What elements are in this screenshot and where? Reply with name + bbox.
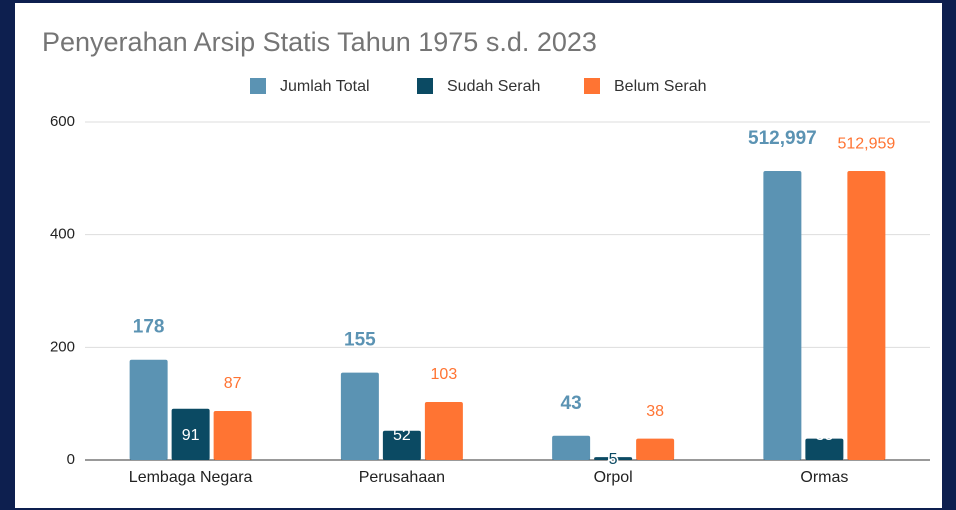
bar — [552, 435, 591, 460]
legend-swatch — [417, 78, 433, 94]
data-label: 512,959 — [837, 135, 895, 152]
x-tick-label: Orpol — [594, 469, 633, 486]
data-label: 155 — [344, 330, 376, 351]
bar — [340, 372, 379, 460]
x-tick-label: Lembaga Negara — [129, 469, 253, 486]
y-tick-label: 0 — [67, 451, 75, 468]
legend-label: Jumlah Total — [280, 78, 370, 95]
bar — [382, 430, 421, 460]
legend-swatch — [584, 78, 600, 94]
legend-label: Belum Serah — [614, 78, 707, 95]
legend-swatch — [250, 78, 266, 94]
bar — [594, 457, 633, 460]
data-label: 91 — [182, 427, 200, 444]
data-label: 512,997 — [748, 128, 817, 149]
bar — [847, 171, 886, 461]
bar — [424, 401, 463, 460]
data-label: 43 — [561, 393, 582, 414]
data-label: 38 — [815, 427, 833, 444]
bar — [805, 438, 844, 460]
y-tick-label: 600 — [50, 113, 75, 130]
bar — [636, 438, 675, 460]
y-tick-label: 400 — [50, 226, 75, 243]
data-label: 5 — [609, 451, 618, 468]
data-label: 38 — [646, 403, 664, 420]
data-label: 103 — [431, 366, 458, 383]
y-tick-label: 200 — [50, 338, 75, 355]
bar — [129, 359, 168, 460]
data-label: 87 — [224, 375, 242, 392]
chart-title: Penyerahan Arsip Statis Tahun 1975 s.d. … — [42, 27, 597, 57]
bar — [763, 171, 802, 460]
bar — [213, 410, 252, 460]
data-label: 52 — [393, 427, 411, 444]
data-label: 178 — [133, 317, 165, 338]
x-tick-label: Perusahaan — [359, 469, 445, 486]
legend-label: Sudah Serah — [447, 78, 540, 95]
bar — [171, 408, 210, 460]
x-tick-label: Ormas — [800, 469, 848, 486]
